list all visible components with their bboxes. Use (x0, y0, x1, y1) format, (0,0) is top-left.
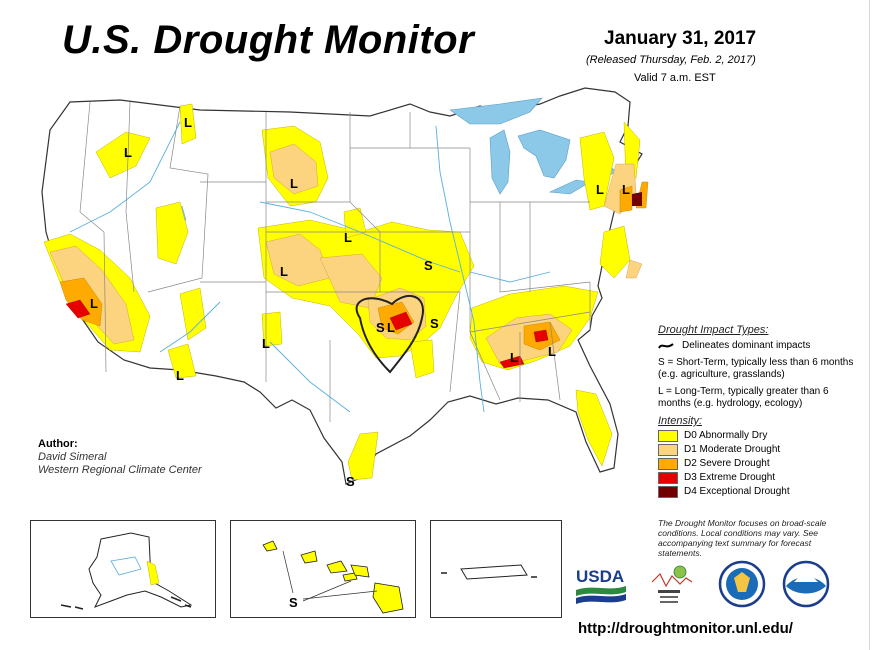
hawaii-inset: S (230, 520, 416, 618)
d4-areas (632, 192, 642, 206)
alaska-map (60, 532, 193, 610)
impact-line-icon (658, 343, 674, 349)
impact-row-short: S = Short-Term, typically less than 6 mo… (658, 357, 858, 381)
impact-label-l-colorado: L (280, 264, 288, 279)
legend-d4: D4 Exceptional Drought (658, 485, 858, 498)
author-name: David Simeral (38, 451, 107, 463)
impact-outline (355, 295, 425, 374)
agency-logos: USDA (576, 560, 830, 608)
author-org: Western Regional Climate Center (38, 464, 202, 476)
swatch-d2 (658, 457, 678, 470)
swatch-d3 (658, 471, 678, 484)
legend-d2-label: D2 Severe Drought (684, 458, 770, 469)
legend-d3: D3 Extreme Drought (658, 471, 858, 484)
impact-label-l-oregon: L (124, 145, 132, 160)
author-block: Author: David Simeral Western Regional C… (38, 438, 202, 477)
legend-d3-label: D3 Extreme Drought (684, 472, 776, 483)
impact-label-l-wyoming: L (290, 176, 298, 191)
impact-label-l-arizona: L (176, 368, 184, 383)
disclaimer-note: The Drought Monitor focuses on broad-sca… (658, 518, 827, 558)
swatch-d4 (658, 485, 678, 498)
legend-d0: D0 Abnormally Dry (658, 429, 858, 442)
usda-logo: USDA (576, 567, 626, 604)
impact-label-l-nebraska: L (344, 230, 352, 245)
footer-url[interactable]: http://droughtmonitor.unl.edu/ (578, 620, 793, 637)
ndmc-logo (651, 565, 693, 603)
map-title: U.S. Drought Monitor (62, 18, 475, 62)
impact-row-long: L = Long-Term, typically greater than 6 … (658, 386, 858, 410)
hawaii-map: S (262, 540, 404, 614)
impact-label-s-oklahoma: S (376, 320, 385, 335)
d3-areas (65, 299, 549, 369)
impact-label-s-missouri: S (424, 258, 433, 273)
swatch-d0 (658, 429, 678, 442)
impact-label-l-alabama: L (548, 344, 556, 359)
impact-label-s-texas: S (346, 474, 355, 489)
impact-label-l-newmexico: L (262, 336, 270, 351)
impact-label-l-california: L (90, 296, 98, 311)
impact-short-label: S = Short-Term, typically less than 6 mo… (658, 357, 854, 380)
legend-d0-label: D0 Abnormally Dry (684, 430, 768, 441)
legend-d1-label: D1 Moderate Drought (684, 444, 781, 455)
legend-d2: D2 Severe Drought (658, 457, 858, 470)
noaa-logo (782, 560, 830, 608)
conus-drought-map: L L L L L S L L S L S L L L S L L L (41, 87, 649, 489)
impact-row-outline: Delineates dominant impacts (658, 340, 858, 352)
author-heading: Author: (38, 438, 78, 450)
legend-d1: D1 Moderate Drought (658, 443, 858, 456)
impact-outline-label: Delineates dominant impacts (682, 340, 811, 351)
impact-label-s-hawaii: S (289, 595, 298, 610)
impact-label-s-arkansas: S (430, 316, 439, 331)
legend-d4-label: D4 Exceptional Drought (684, 486, 790, 497)
impact-long-label: L = Long-Term, typically greater than 6 … (658, 386, 829, 409)
impact-label-l-newyork: L (596, 182, 604, 197)
release-date: (Released Thursday, Feb. 2, 2017) (586, 54, 756, 66)
noaa-dept-logo (718, 560, 766, 608)
puerto-rico-inset (430, 520, 562, 618)
impact-label-l-oklahoma: L (387, 320, 395, 335)
impact-label-l-mississippi: L (510, 350, 518, 365)
swatch-d1 (658, 443, 678, 456)
intensity-title: Intensity: (658, 415, 703, 427)
state-boundaries (79, 101, 591, 422)
impact-labels: L L L L L S L L S L S L L L S L L L (90, 115, 630, 489)
rivers (69, 121, 551, 413)
frame-edge (869, 0, 870, 650)
legend: Drought Impact Types: Delineates dominan… (658, 324, 858, 499)
valid-time: Valid 7 a.m. EST (634, 72, 716, 84)
impact-label-l-newyork-east: L (622, 182, 630, 197)
map-date: January 31, 2017 (604, 28, 757, 49)
svg-text:USDA: USDA (576, 567, 624, 586)
impact-types-title: Drought Impact Types: (658, 324, 769, 336)
puerto-rico-map (441, 564, 537, 580)
alaska-inset (30, 520, 216, 618)
impact-label-l-idaho: L (184, 115, 192, 130)
